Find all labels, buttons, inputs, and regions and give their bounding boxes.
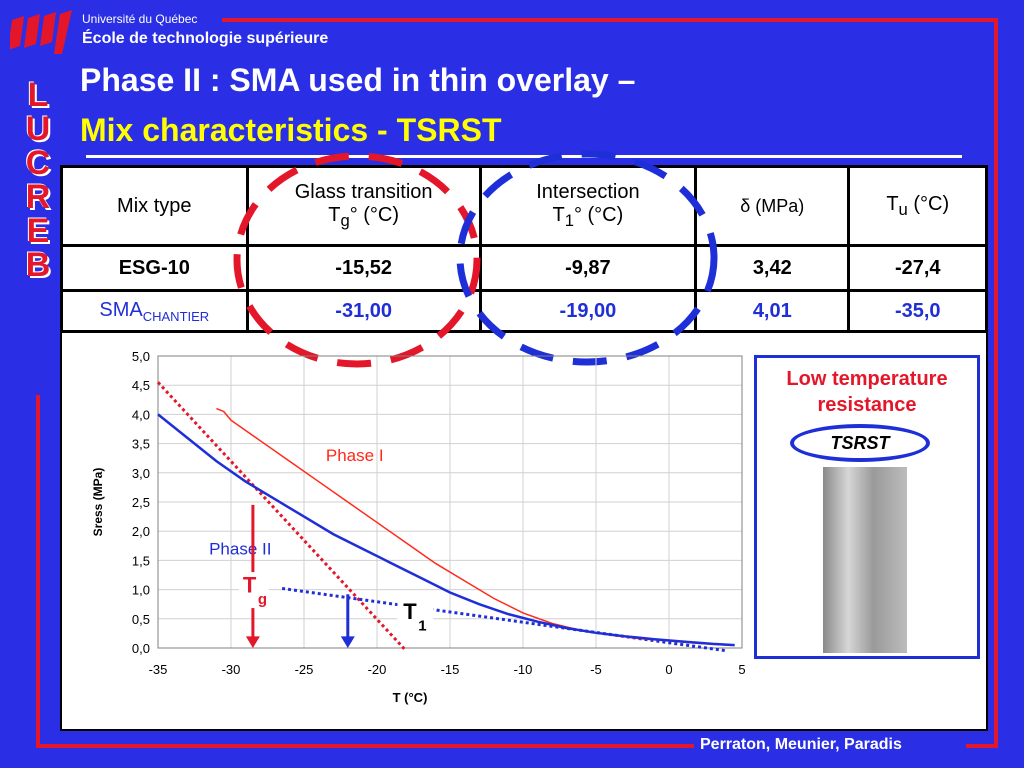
plot-border xyxy=(157,355,743,649)
side-heading-line2: resistance xyxy=(817,394,917,416)
header-tu: Tu (°C) xyxy=(847,165,988,247)
footer-authors: Perraton, Meunier, Paradis xyxy=(700,736,902,753)
tg-label-sub: g xyxy=(258,591,267,608)
y-tick-label: 4,5 xyxy=(132,378,150,393)
x-tick-label: -10 xyxy=(514,662,533,677)
header-inter-t: T xyxy=(552,204,565,226)
tg-highlight-oval xyxy=(233,152,481,368)
uqetS-logo-icon xyxy=(10,10,72,54)
header-tu-unit: (°C) xyxy=(907,192,950,215)
y-tick-label: 1,0 xyxy=(132,583,150,598)
t1-label: T xyxy=(403,599,417,624)
t1-highlight-oval xyxy=(456,150,718,366)
cell-mix: SMACHANTIER xyxy=(60,289,249,333)
header-glass-sub: g xyxy=(340,211,350,230)
side-heading-line1: Low temperature xyxy=(786,368,948,390)
cell-tg: -31,00 xyxy=(245,289,482,333)
header-inter-line2: T1° (°C) xyxy=(482,204,694,231)
x-tick-label: -25 xyxy=(295,662,314,677)
cell-t1: -9,87 xyxy=(478,244,698,292)
slide-title-line1: Phase II : SMA used in thin overlay – xyxy=(80,62,636,98)
t1-label-bg xyxy=(397,592,434,629)
x-axis-label: T (°C) xyxy=(393,690,428,705)
t1-arrow-head-icon xyxy=(340,636,355,648)
cell-mix: ESG-10 xyxy=(60,244,249,292)
y-tick-label: 5,0 xyxy=(132,349,150,364)
cell-mix-name: SMA xyxy=(99,298,143,321)
header-intersection: Intersection T1° (°C) xyxy=(478,165,698,247)
y-tick-label: 2,0 xyxy=(132,524,150,539)
y-tick-label: 2,5 xyxy=(132,495,150,510)
lucreb-letter: R xyxy=(25,178,51,216)
header-tu-sub: u xyxy=(898,199,908,219)
table-header-row: Mix type Glass transition Tg° (°C) Inter… xyxy=(60,165,988,247)
tsrst-chart: -35 -30 -25 -20 -15 -10 -5 0 5 0,0 0,5 1,0 1,5 2,0 2,5… xyxy=(91,349,746,705)
y-tick-label: 1,5 xyxy=(132,553,150,568)
y-axis-label: Sress (MPa) xyxy=(91,468,105,537)
title-underline xyxy=(86,155,962,158)
cell-t1: -19,00 xyxy=(478,289,698,333)
x-tick-label: 5 xyxy=(738,662,745,677)
lucreb-letter: U xyxy=(25,110,51,148)
x-tick-label: 0 xyxy=(665,662,672,677)
frame-bottom-line-right xyxy=(966,744,998,748)
frame-right-line xyxy=(994,18,998,748)
tg-arrow-head-icon xyxy=(245,636,260,648)
mix-characteristics-table: Mix type Glass transition Tg° (°C) Inter… xyxy=(60,165,988,333)
lucreb-vertical-logo: L U C R E B xyxy=(18,78,58,282)
series-line-phase-2 xyxy=(157,413,735,647)
lucreb-letter: C xyxy=(25,144,51,182)
header-mix-type: Mix type xyxy=(60,165,249,247)
slide-title-line2: Mix characteristics - TSRST xyxy=(80,112,502,148)
x-tick-label: -15 xyxy=(441,662,460,677)
header-glass-t: T xyxy=(328,204,341,226)
header-glass-line1: Glass transition xyxy=(294,181,433,203)
table-row: SMACHANTIER -31,00 -19,00 4,01 -35,0 xyxy=(60,289,988,333)
lucreb-letter: L xyxy=(27,76,49,114)
tangent-line-red xyxy=(156,381,408,652)
header-inter-unit: ° (°C) xyxy=(573,204,624,226)
series-label-phase-2: Phase II xyxy=(209,540,271,559)
x-tick-label: -5 xyxy=(590,662,602,677)
y-tick-label: 0,5 xyxy=(132,612,150,627)
x-tick-label: -20 xyxy=(368,662,387,677)
tsrst-label-oval: TSRST xyxy=(790,424,930,462)
frame-left-line xyxy=(36,395,40,748)
x-tick-label: -35 xyxy=(149,662,168,677)
y-tick-label: 3,0 xyxy=(132,466,150,481)
cell-tg: -15,52 xyxy=(245,244,482,292)
cell-delta: 4,01 xyxy=(694,289,851,333)
header-tu-t: T xyxy=(886,192,899,215)
cell-tu: -27,4 xyxy=(847,244,988,292)
frame-bottom-line xyxy=(36,744,694,748)
cell-delta: 3,42 xyxy=(694,244,851,292)
header-delta: δ (MPa) xyxy=(694,165,851,247)
lucreb-letter: E xyxy=(26,212,50,250)
tg-label: T xyxy=(243,573,257,598)
frame-top-line xyxy=(222,18,998,22)
cell-tu: -35,0 xyxy=(847,289,988,333)
university-name: Université du Québec xyxy=(82,12,198,26)
header-inter-sub: 1 xyxy=(564,211,574,230)
y-tick-label: 4,0 xyxy=(132,407,150,422)
tangent-line-blue xyxy=(281,586,728,653)
y-tick-label: 3,5 xyxy=(132,437,150,452)
table-row: ESG-10 -15,52 -9,87 3,42 -27,4 xyxy=(60,244,988,292)
series-label-phase-1: Phase I xyxy=(326,446,384,465)
tsrst-specimen-photo xyxy=(823,467,907,653)
lucreb-letter: B xyxy=(25,246,51,284)
header-glass-line2: Tg° (°C) xyxy=(249,204,479,231)
y-tick-label: 0,0 xyxy=(132,641,150,656)
side-panel-heading: Low temperature resistance xyxy=(754,366,980,418)
cell-mix-sub: CHANTIER xyxy=(142,308,210,324)
t1-label-sub: 1 xyxy=(418,617,426,634)
tg-label-bg xyxy=(238,572,269,609)
header-inter-line1: Intersection xyxy=(536,181,640,203)
school-name: École de technologie supérieure xyxy=(82,30,329,47)
header-glass-unit: ° (°C) xyxy=(349,204,400,226)
x-tick-label: -30 xyxy=(222,662,241,677)
